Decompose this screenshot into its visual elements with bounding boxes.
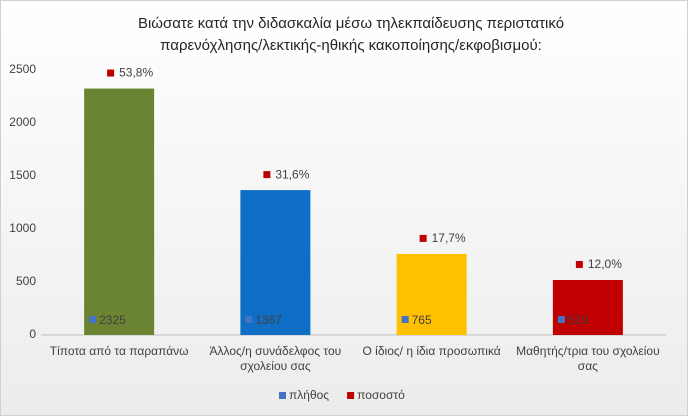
x-tick-label: Τίποτα από τα παραπάνω [49,344,189,358]
y-tick-label: 1500 [9,168,36,182]
value-label: 765 [412,313,432,327]
label-key [245,316,253,323]
percent-marker [263,171,271,179]
legend-label: πλήθος [289,388,329,402]
x-tick-label: Ο ίδιος/ η ίδια προσωπικά [362,344,501,358]
label-key [557,316,565,323]
percent-marker [107,69,115,77]
percent-label: 53,8% [119,66,153,80]
percent-label: 12,0% [588,257,622,271]
chart-title: Βιώσατε κατά την διδασκαλία μέσω τηλεκπα… [137,15,565,54]
percent-label: 17,7% [432,231,466,245]
value-label: 519 [568,313,588,327]
bar [240,190,311,335]
y-tick-label: 2500 [9,62,36,76]
bar [552,279,623,335]
value-label: 1367 [255,313,282,327]
label-key [89,316,97,323]
value-label: 2325 [99,313,126,327]
percent-marker [419,234,427,242]
y-tick-label: 500 [16,274,36,288]
percent-marker [575,260,583,268]
label-key [401,316,409,323]
y-tick-label: 2000 [9,115,36,129]
y-tick-label: 1000 [9,221,36,235]
x-tick-label: Μαθητής/τρια του σχολείου σας [516,344,660,373]
legend-label: ποσοστό [357,388,405,402]
percent-label: 31,6% [275,167,309,181]
legend-key [347,392,355,399]
bar [84,88,155,335]
y-tick-label: 0 [29,327,36,341]
legend-key [279,392,286,399]
x-tick-label: Άλλος/η συνάδελφος του σχολείου σας [209,344,342,373]
